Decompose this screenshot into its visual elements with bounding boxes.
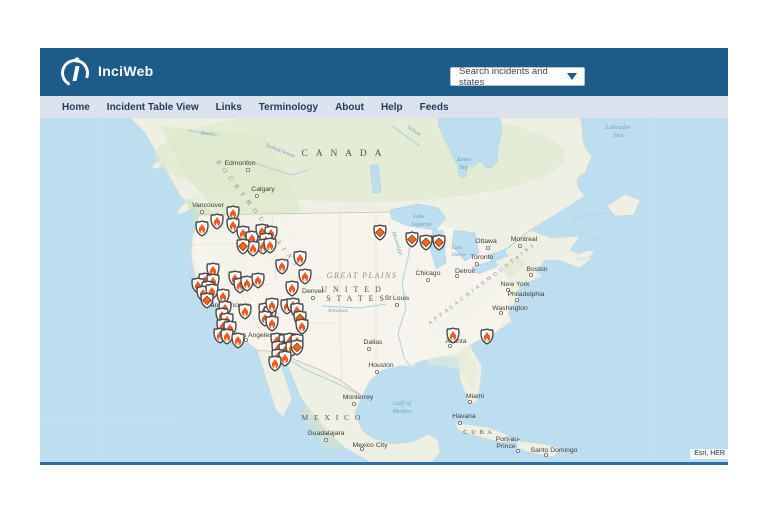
city-dot-boston	[528, 272, 533, 277]
city-dot-atlanta	[447, 343, 452, 348]
city-dot-toronto	[474, 261, 479, 266]
map-attribution: Esri, HER	[690, 449, 728, 459]
city-label-montreal: Montreal	[511, 236, 538, 243]
city-dot-monterrey	[351, 401, 356, 406]
city-label-chicago: Chicago	[416, 270, 441, 277]
city-label-st-louis: St Louis	[385, 295, 410, 302]
lake-erie	[471, 259, 499, 275]
city-dot-detroit	[454, 273, 459, 278]
nav-item-help[interactable]: Help	[380, 101, 403, 113]
city-label-prince: Prince	[496, 443, 515, 450]
city-label-monterrey: Monterrey	[343, 394, 374, 401]
nav-item-about[interactable]: About	[335, 101, 364, 113]
city-dot-montreal	[517, 244, 522, 249]
map-canvas[interactable]: C A N A D A U N I T E DS T A T E S M E X I…	[40, 118, 728, 462]
city-dot-vancouver	[199, 210, 204, 215]
city-dot-mexico-city	[359, 446, 364, 451]
city-dot-philadelphia	[514, 297, 519, 302]
rivers	[187, 125, 531, 397]
us-interior	[192, 211, 510, 396]
city-label-denver: Denver	[302, 288, 325, 295]
dropdown-caret-icon	[567, 73, 577, 80]
map-label-u-n-i-t-e-d: U N I T E D	[321, 285, 382, 294]
city-label-dallas: Dallas	[364, 339, 383, 346]
nav-item-terminology[interactable]: Terminology	[258, 101, 319, 113]
city-label-detroit: Detroit	[455, 268, 475, 275]
city-label-toronto: Toronto	[471, 254, 494, 261]
city-label-calgary: Calgary	[251, 186, 275, 193]
city-label-guadalajara: Guadalajara	[307, 430, 344, 437]
city-dot-port-au-	[515, 448, 520, 453]
water-label-sea: Sea	[613, 132, 622, 139]
city-dot-washington	[498, 310, 503, 315]
search-select-label: Search incidents and states	[459, 65, 548, 88]
city-label-boston: Boston	[526, 266, 547, 273]
city-dot-edmonton	[245, 168, 250, 173]
gulf-st-lawrence	[571, 211, 626, 241]
city-dot-havana	[457, 420, 462, 425]
footer-strip	[40, 462, 728, 465]
city-label-washington: Washington	[492, 305, 528, 312]
inciweb-page: InciWeb Search incidents and states Home…	[40, 48, 728, 465]
city-dot-guadalajara	[323, 437, 328, 442]
brand-title: InciWeb	[98, 63, 154, 79]
city-dot-houston	[374, 369, 379, 374]
city-dot-ottawa	[485, 245, 490, 250]
city-dot-santo-domingo	[543, 452, 548, 457]
water-label-arkansas: Arkansas	[327, 308, 348, 314]
lakes	[369, 118, 626, 275]
city-label-havana: Havana	[452, 413, 476, 420]
city-label-edmonton: Edmonton	[225, 160, 256, 167]
water-label-gulf-of: Gulf of	[393, 400, 412, 407]
city-label-los-angeles: Los Angeles	[235, 332, 273, 339]
water-label-huron: Huron	[451, 252, 466, 258]
water-label-james: James	[457, 157, 473, 163]
water-label-labrador: Labrador	[605, 124, 631, 131]
nav-item-home[interactable]: Home	[62, 101, 90, 113]
city-dot-st-louis	[394, 302, 399, 307]
city-label-houston: Houston	[368, 362, 394, 369]
water-label-peace: Peace	[200, 131, 215, 137]
city-label-santo-domingo: Santo Domingo	[531, 447, 578, 454]
city-label-new-york: New York	[501, 281, 530, 288]
lake-winnipeg	[369, 163, 382, 194]
city-label-miami: Miami	[466, 393, 485, 400]
nav-item-feeds[interactable]: Feeds	[419, 101, 449, 113]
city-label-mexico-city: Mexico City	[352, 442, 388, 449]
lake-huron	[451, 229, 480, 262]
city-dot-dallas	[366, 346, 371, 351]
city-dot-miami	[467, 399, 472, 404]
nav-item-incident-table-view[interactable]: Incident Table View	[106, 101, 199, 113]
hudson-bay	[437, 118, 502, 178]
graticule	[40, 118, 655, 462]
map-label-c-u-b-a: C U B A	[463, 429, 493, 436]
city-dot-denver	[310, 295, 315, 300]
city-dot-new-york	[505, 287, 510, 292]
lake-superior	[389, 203, 447, 231]
site-header: InciWeb Search incidents and states	[40, 48, 728, 96]
water-label-bay: Bay	[459, 165, 469, 171]
map-label-m-e-x-i-c-o: M E X I C O	[302, 413, 363, 422]
lake-ontario	[487, 249, 509, 263]
map-label-great-plains: GREAT PLAINS	[327, 271, 398, 280]
map-label-s-t-a-t-e-s: S T A T E S	[326, 294, 386, 303]
city-label-philadelphia: Philadelphia	[507, 291, 544, 298]
city-label-port-au-: Port-au-	[496, 436, 521, 443]
water-label-lake: Lake	[451, 245, 463, 251]
search-incidents-select[interactable]: Search incidents and states	[450, 65, 585, 88]
city-dot-calgary	[254, 194, 259, 199]
city-label-ottawa: Ottawa	[475, 238, 497, 245]
nav-item-links[interactable]: Links	[215, 101, 242, 113]
water-label-lake: Lake	[412, 214, 425, 220]
inciweb-logo[interactable]	[58, 55, 92, 89]
water-label-mexico: Mexico	[391, 408, 412, 415]
map-label-c-a-n-a-d-a: C A N A D A	[302, 149, 385, 159]
water-label-superior: Superior	[412, 222, 434, 228]
city-dot-chicago	[425, 277, 430, 282]
city-label-vancouver: Vancouver	[192, 202, 225, 209]
main-nav: Home Incident Table View Links Terminology A…	[40, 96, 728, 118]
